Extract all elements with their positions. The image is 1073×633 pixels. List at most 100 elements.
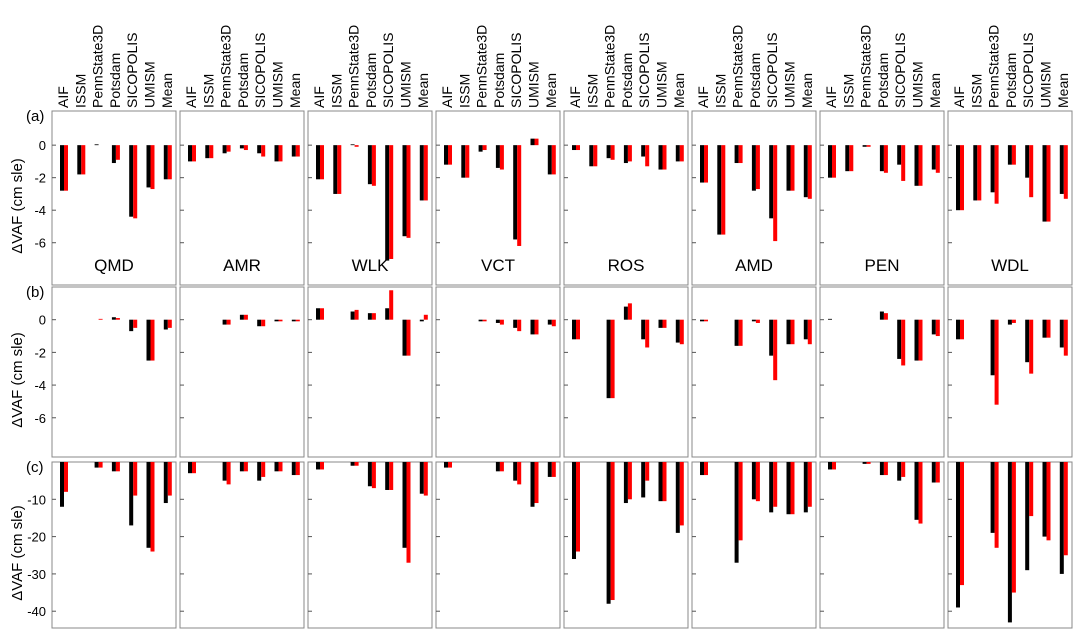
category-label: SICOPOLIS: [380, 33, 396, 108]
bar: [935, 145, 940, 173]
bar: [530, 138, 535, 146]
bar: [448, 462, 452, 468]
bar: [517, 145, 522, 246]
panel-frame: [307, 461, 433, 629]
bar: [402, 319, 407, 356]
bar: [755, 462, 760, 502]
category-label: PennState3D: [474, 25, 490, 108]
bar: [623, 306, 628, 320]
bar: [188, 145, 192, 162]
bar: [243, 462, 248, 472]
category-label: Potsdam: [235, 53, 251, 108]
bar: [755, 319, 760, 323]
bar: [239, 145, 244, 149]
bar: [658, 319, 663, 328]
bar: [738, 319, 743, 346]
bar: [879, 145, 884, 172]
bar: [675, 462, 680, 533]
category-label: AIF: [823, 86, 839, 108]
bar: [482, 319, 487, 322]
bar: [150, 319, 155, 361]
category-label: ISSM: [840, 74, 856, 108]
bar: [1059, 462, 1064, 574]
bar: [81, 145, 86, 175]
bar: [572, 462, 576, 559]
category-label: SICOPOLIS: [508, 33, 524, 108]
bar: [150, 145, 155, 190]
bar: [1046, 462, 1051, 541]
y-tick-label: 0: [39, 138, 46, 153]
bar: [499, 145, 504, 170]
category-label: AIF: [439, 86, 455, 108]
category-label: PennState3D: [218, 25, 234, 108]
bar: [572, 145, 576, 151]
bar: [320, 145, 324, 180]
row-label: (c): [26, 459, 44, 476]
bar: [478, 319, 483, 322]
bar: [261, 319, 266, 327]
bar: [402, 145, 407, 237]
bar: [589, 145, 594, 167]
bar: [98, 462, 103, 468]
bar: [606, 145, 611, 159]
bar: [167, 145, 172, 180]
bar: [129, 462, 134, 526]
category-label: ISSM: [328, 74, 344, 108]
category-label: ISSM: [200, 74, 216, 108]
region-label: AMR: [223, 256, 261, 275]
bar: [641, 462, 646, 498]
bar: [914, 145, 919, 186]
category-label: UMISM: [142, 61, 158, 108]
panel-frame: [307, 110, 433, 286]
bar: [274, 462, 279, 472]
bar: [807, 145, 812, 199]
category-label: SICOPOLIS: [892, 33, 908, 108]
panel-frame: [435, 286, 561, 458]
bar: [551, 462, 556, 477]
bar: [1063, 145, 1068, 199]
bar: [517, 319, 522, 332]
bar: [98, 318, 103, 320]
bar: [931, 145, 936, 170]
bar: [807, 319, 812, 345]
category-label: AIF: [695, 86, 711, 108]
bar: [807, 462, 812, 507]
bar: [448, 145, 452, 165]
bar: [803, 145, 808, 198]
bar: [419, 462, 424, 494]
bar: [769, 145, 774, 219]
bar: [956, 462, 960, 608]
bar: [675, 319, 680, 343]
bar: [977, 145, 982, 201]
bar: [704, 319, 708, 322]
bar: [738, 145, 743, 164]
bar: [226, 145, 231, 152]
y-tick-label: -40: [27, 604, 46, 619]
bar: [350, 144, 355, 146]
bar: [1042, 319, 1047, 338]
bar: [849, 145, 854, 172]
category-label: Mean: [415, 73, 431, 108]
bar: [738, 462, 743, 541]
bar: [60, 462, 64, 507]
bar: [371, 145, 376, 186]
bar: [700, 462, 704, 476]
bar: [1011, 462, 1016, 593]
bar: [662, 319, 667, 328]
bar: [163, 145, 168, 180]
category-label: UMISM: [782, 61, 798, 108]
bar: [167, 319, 172, 328]
bar: [931, 319, 936, 335]
bar: [354, 145, 359, 147]
bar: [385, 462, 390, 490]
bar: [495, 145, 500, 168]
panel-frame: [947, 286, 1073, 458]
category-label: Mean: [159, 73, 175, 108]
bar: [606, 319, 611, 399]
bar: [1011, 145, 1016, 165]
bar: [700, 319, 704, 322]
bar: [734, 462, 739, 563]
category-label: Potsdam: [875, 53, 891, 108]
category-label: AIF: [55, 86, 71, 108]
bar: [610, 462, 615, 601]
